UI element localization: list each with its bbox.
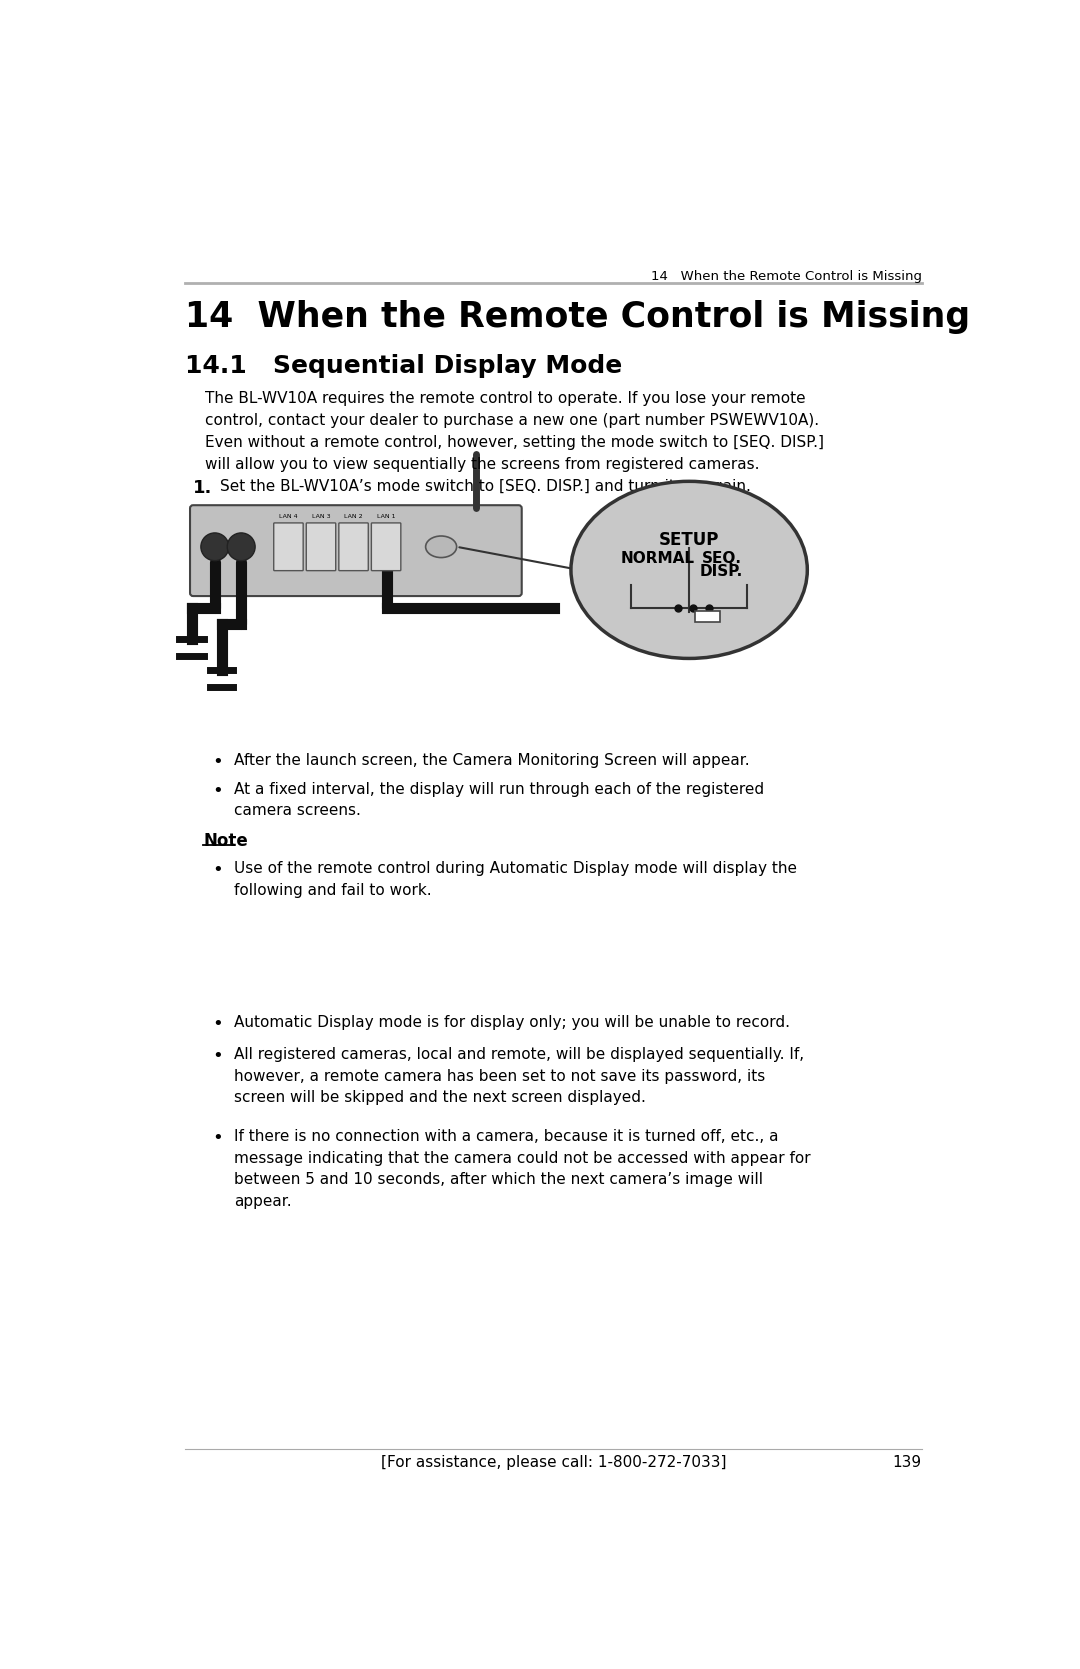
Text: Note: Note <box>203 831 248 850</box>
Text: •: • <box>213 1015 224 1033</box>
Circle shape <box>201 532 229 561</box>
Text: 139: 139 <box>892 1455 921 1470</box>
Text: The BL-WV10A requires the remote control to operate. If you lose your remote
con: The BL-WV10A requires the remote control… <box>205 391 819 427</box>
Text: •: • <box>213 861 224 880</box>
Text: LAN 3: LAN 3 <box>312 514 330 519</box>
Text: •: • <box>213 781 224 799</box>
Text: DISP.: DISP. <box>700 564 743 579</box>
Text: Use of the remote control during Automatic Display mode will display the
followi: Use of the remote control during Automat… <box>234 861 797 898</box>
Text: 14  When the Remote Control is Missing: 14 When the Remote Control is Missing <box>186 300 971 334</box>
Text: LAN 4: LAN 4 <box>279 514 298 519</box>
FancyBboxPatch shape <box>273 522 303 571</box>
Text: SETUP: SETUP <box>659 531 719 549</box>
FancyBboxPatch shape <box>339 522 368 571</box>
Text: Automatic Display mode is for display only; you will be unable to record.: Automatic Display mode is for display on… <box>234 1015 791 1030</box>
Text: SEQ.: SEQ. <box>702 551 742 566</box>
Ellipse shape <box>426 536 457 557</box>
Text: [For assistance, please call: 1-800-272-7033]: [For assistance, please call: 1-800-272-… <box>381 1455 726 1470</box>
Text: 1.: 1. <box>193 479 213 497</box>
Bar <box>696 611 720 623</box>
FancyBboxPatch shape <box>372 522 401 571</box>
Text: At a fixed interval, the display will run through each of the registered
camera : At a fixed interval, the display will ru… <box>234 781 765 818</box>
Text: LAN 2: LAN 2 <box>345 514 363 519</box>
Text: LAN 1: LAN 1 <box>377 514 395 519</box>
Text: If there is no connection with a camera, because it is turned off, etc., a
messa: If there is no connection with a camera,… <box>234 1128 811 1208</box>
Text: NORMAL: NORMAL <box>621 551 696 566</box>
Text: After the launch screen, the Camera Monitoring Screen will appear.: After the launch screen, the Camera Moni… <box>234 753 750 768</box>
FancyBboxPatch shape <box>190 506 522 596</box>
Text: 14.1   Sequential Display Mode: 14.1 Sequential Display Mode <box>186 354 623 379</box>
Text: Set the BL-WV10A’s mode switch to [SEQ. DISP.] and turn it on again.: Set the BL-WV10A’s mode switch to [SEQ. … <box>220 479 751 494</box>
Text: •: • <box>213 1046 224 1065</box>
Text: •: • <box>213 1128 224 1147</box>
Circle shape <box>227 532 255 561</box>
Ellipse shape <box>571 481 808 659</box>
Text: Even without a remote control, however, setting the mode switch to [SEQ. DISP.]
: Even without a remote control, however, … <box>205 436 824 472</box>
Text: •: • <box>213 753 224 771</box>
Text: 14   When the Remote Control is Missing: 14 When the Remote Control is Missing <box>650 270 921 282</box>
Text: All registered cameras, local and remote, will be displayed sequentially. If,
ho: All registered cameras, local and remote… <box>234 1046 805 1105</box>
FancyBboxPatch shape <box>307 522 336 571</box>
